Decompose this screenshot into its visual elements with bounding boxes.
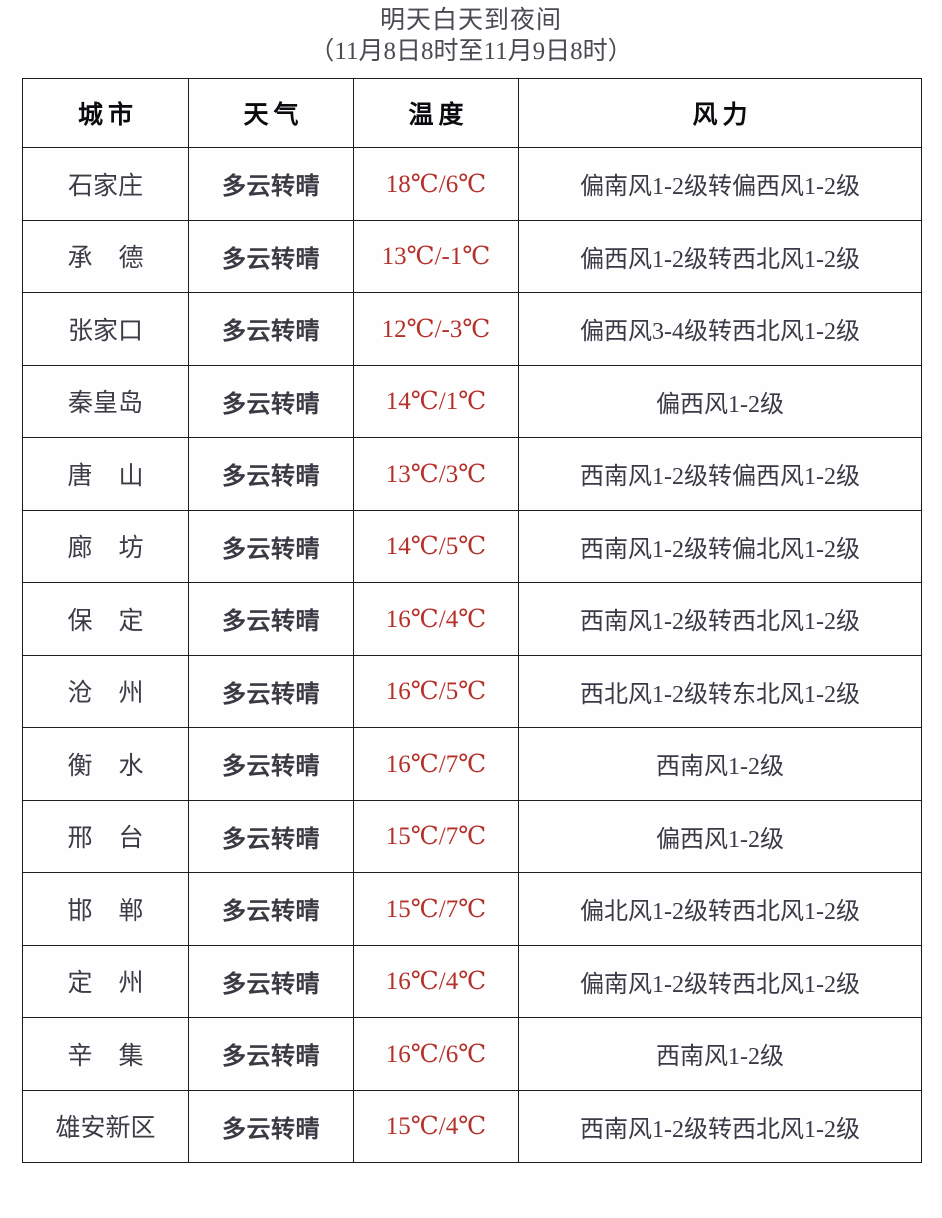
cell-city: 辛集 [22,1017,189,1091]
cell-temperature: 16℃/5℃ [353,654,519,728]
cell-weather: 多云转晴 [188,944,354,1018]
cell-city: 沧州 [22,654,189,728]
cell-weather: 多云转晴 [188,364,354,438]
cell-wind: 西南风1-2级 [518,1017,922,1091]
cell-weather: 多云转晴 [188,1017,354,1091]
cell-wind: 偏西风3-4级转西北风1-2级 [518,292,922,366]
column-header-city: 城市 [22,78,189,148]
cell-temperature: 13℃/-1℃ [353,219,519,293]
cell-weather: 多云转晴 [188,292,354,366]
cell-wind: 西北风1-2级转东北风1-2级 [518,654,922,728]
cell-city: 定州 [22,944,189,1018]
table-row: 保定 多云转晴 16℃/4℃ 西南风1-2级转西北风1-2级 [22,582,922,656]
cell-weather: 多云转晴 [188,872,354,946]
cell-temperature: 12℃/-3℃ [353,292,519,366]
cell-temperature: 16℃/7℃ [353,727,519,801]
cell-weather: 多云转晴 [188,799,354,873]
cell-wind: 偏西风1-2级 [518,799,922,873]
cell-weather: 多云转晴 [188,437,354,511]
page-title: 明天白天到夜间 [379,7,562,34]
column-header-weather: 天气 [188,78,354,148]
table-row: 邯郸 多云转晴 15℃/7℃ 偏北风1-2级转西北风1-2级 [22,872,922,946]
table-row: 廊坊 多云转晴 14℃/5℃ 西南风1-2级转偏北风1-2级 [22,509,922,583]
cell-weather: 多云转晴 [188,1089,354,1163]
cell-wind: 西南风1-2级转西北风1-2级 [518,582,922,656]
cell-weather: 多云转晴 [188,147,354,221]
weather-forecast-table: 城市 天气 温度 风力 石家庄 多云转晴 18℃/6℃ 偏南风1-2级转偏西风1-2级… [22,78,922,1163]
cell-weather: 多云转晴 [188,509,354,583]
cell-city: 石家庄 [22,147,189,221]
cell-city: 保定 [22,582,189,656]
cell-temperature: 16℃/4℃ [353,582,519,656]
cell-city: 承德 [22,219,189,293]
cell-temperature: 15℃/7℃ [353,799,519,873]
cell-city: 唐山 [22,437,189,511]
cell-wind: 偏北风1-2级转西北风1-2级 [518,872,922,946]
cell-wind: 西南风1-2级 [518,727,922,801]
table-row: 沧州 多云转晴 16℃/5℃ 西北风1-2级转东北风1-2级 [22,654,922,728]
cell-temperature: 18℃/6℃ [353,147,519,221]
cell-weather: 多云转晴 [188,654,354,728]
table-row: 定州 多云转晴 16℃/4℃ 偏南风1-2级转西北风1-2级 [22,944,922,1018]
table-row: 辛集 多云转晴 16℃/6℃ 西南风1-2级 [22,1017,922,1091]
table-header-row: 城市 天气 温度 风力 [22,78,922,148]
table-row: 承德 多云转晴 13℃/-1℃ 偏西风1-2级转西北风1-2级 [22,219,922,293]
table-header: 城市 天气 温度 风力 [22,78,922,148]
column-header-temperature: 温度 [353,78,519,148]
table-row: 雄安新区 多云转晴 15℃/4℃ 西南风1-2级转西北风1-2级 [22,1089,922,1163]
cell-city: 秦皇岛 [22,364,189,438]
table-row: 邢台 多云转晴 15℃/7℃ 偏西风1-2级 [22,799,922,873]
cell-city: 邯郸 [22,872,189,946]
cell-temperature: 16℃/4℃ [353,944,519,1018]
cell-city: 张家口 [22,292,189,366]
cell-temperature: 14℃/5℃ [353,509,519,583]
cell-weather: 多云转晴 [188,219,354,293]
cell-temperature: 16℃/6℃ [353,1017,519,1091]
cell-wind: 西南风1-2级转偏西风1-2级 [518,437,922,511]
cell-weather: 多云转晴 [188,582,354,656]
cell-temperature: 13℃/3℃ [353,437,519,511]
table-row: 秦皇岛 多云转晴 14℃/1℃ 偏西风1-2级 [22,364,922,438]
cell-wind: 西南风1-2级转西北风1-2级 [518,1089,922,1163]
cell-city: 廊坊 [22,509,189,583]
table-row: 张家口 多云转晴 12℃/-3℃ 偏西风3-4级转西北风1-2级 [22,292,922,366]
table-row: 唐山 多云转晴 13℃/3℃ 西南风1-2级转偏西风1-2级 [22,437,922,511]
cell-temperature: 15℃/7℃ [353,872,519,946]
cell-wind: 偏西风1-2级转西北风1-2级 [518,219,922,293]
cell-city: 邢台 [22,799,189,873]
cell-city: 雄安新区 [22,1089,189,1163]
table-row: 衡水 多云转晴 16℃/7℃ 西南风1-2级 [22,727,922,801]
page-subtitle-period: （11月8日8时至11月9日8时） [309,38,633,65]
cell-wind: 偏南风1-2级转偏西风1-2级 [518,147,922,221]
table-row: 石家庄 多云转晴 18℃/6℃ 偏南风1-2级转偏西风1-2级 [22,147,922,221]
cell-temperature: 14℃/1℃ [353,364,519,438]
cell-wind: 偏南风1-2级转西北风1-2级 [518,944,922,1018]
page-title-block: 明天白天到夜间 （11月8日8时至11月9日8时） [0,0,942,67]
cell-temperature: 15℃/4℃ [353,1089,519,1163]
cell-city: 衡水 [22,727,189,801]
cell-weather: 多云转晴 [188,727,354,801]
table-body: 石家庄 多云转晴 18℃/6℃ 偏南风1-2级转偏西风1-2级 承德 多云转晴 13℃/-1… [22,147,922,1163]
cell-wind: 西南风1-2级转偏北风1-2级 [518,509,922,583]
cell-wind: 偏西风1-2级 [518,364,922,438]
column-header-wind: 风力 [518,78,922,148]
weather-table-container: 城市 天气 温度 风力 石家庄 多云转晴 18℃/6℃ 偏南风1-2级转偏西风1-2级… [22,78,922,1163]
